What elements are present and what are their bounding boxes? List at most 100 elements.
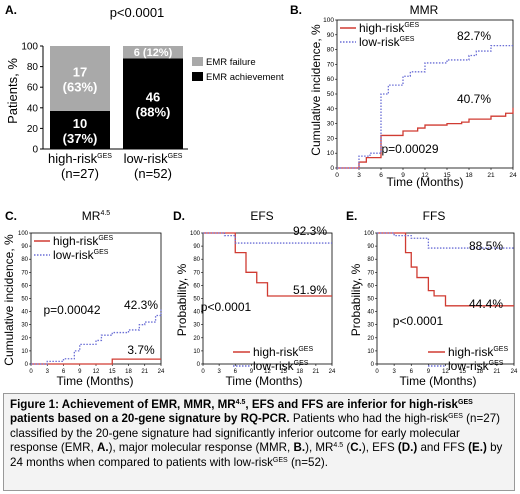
panel-e-legend-low-sup: GES bbox=[489, 360, 504, 367]
panel-c-xtick-label: 24 bbox=[158, 369, 165, 375]
panel-d-ytick-label: 10 bbox=[193, 349, 200, 355]
panel-c-letter: C. bbox=[5, 209, 17, 223]
caption-lead-1: Figure 1: Achievement of EMR, MMR, MR bbox=[10, 398, 236, 411]
panel-b-ytick-label: 50 bbox=[327, 91, 335, 98]
panel-a-legend-swatch-failure bbox=[192, 57, 203, 66]
panel-c-xtick-label: 18 bbox=[125, 369, 132, 375]
panel-b-xtick-label: 24 bbox=[509, 172, 517, 179]
panel-d-ytick-label: 70 bbox=[193, 270, 200, 276]
panel-b-letter: B. bbox=[290, 3, 302, 17]
panel-c-legend-low: low-riskGES bbox=[53, 248, 109, 262]
panel-b-legend-low: low-riskGES bbox=[359, 35, 415, 49]
caption-t8: by 24 months when compared to patients w… bbox=[10, 441, 503, 469]
panel-d-xtick-label: 0 bbox=[201, 369, 205, 375]
caption-t5: ( bbox=[343, 441, 351, 455]
panel-c-xtick-label: 0 bbox=[29, 369, 33, 375]
panel-d-xlabel: Time (Months) bbox=[226, 374, 303, 388]
caption-t3-b: B. bbox=[293, 441, 306, 455]
caption-t6: ), EFS bbox=[361, 441, 398, 455]
panel-d-low-label: 92.3% bbox=[293, 224, 327, 238]
panel-d-xtick-label: 3 bbox=[217, 369, 221, 375]
panel-a-bar-failure bbox=[50, 46, 110, 111]
panel-e-xtick-label: 3 bbox=[392, 369, 396, 375]
panel-d-ytick-label: 30 bbox=[193, 323, 200, 329]
panel-d-xtick-label: 18 bbox=[296, 369, 303, 375]
panel-c-xlabel: Time (Months) bbox=[57, 374, 134, 388]
panel-a-failure-label: 6 (12%) bbox=[134, 47, 173, 59]
panel-e-pvalue: p<0.0001 bbox=[393, 314, 444, 328]
panel-c-title: MR4.5 bbox=[82, 209, 111, 223]
panel-d-legend-high-text: high-risk bbox=[253, 345, 299, 359]
panel-b-xtick-label: 3 bbox=[357, 172, 361, 179]
panel-e-xtick-label: 0 bbox=[375, 369, 379, 375]
panel-c-high-label: 3.7% bbox=[127, 343, 155, 357]
panel-a-failure-pct: (63%) bbox=[63, 79, 98, 94]
panel-e-xtick-label: 15 bbox=[459, 369, 466, 375]
panel-a-failure-count: 17 bbox=[73, 64, 87, 79]
panel-a-ytick-label: 60 bbox=[27, 83, 39, 94]
panel-a-pvalue: p<0.0001 bbox=[110, 5, 165, 20]
panel-e-ytick-label: 40 bbox=[367, 310, 374, 316]
panel-a-ylabel: Patients, % bbox=[5, 58, 20, 124]
panel-c-ytick-label: 90 bbox=[21, 244, 28, 250]
panel-e-legend-high-sup: GES bbox=[493, 346, 508, 353]
panel-b-ytick-label: 100 bbox=[323, 17, 334, 24]
panel-a-cat-low-sup: GES bbox=[168, 153, 183, 160]
panel-e-ytick-label: 100 bbox=[364, 231, 375, 237]
panel-c-xtick-label: 6 bbox=[62, 369, 66, 375]
panel-b-legend-low-sup: GES bbox=[400, 36, 415, 43]
panel-a-bar-achievement bbox=[50, 110, 110, 149]
panel-c-ytick-label: 60 bbox=[21, 283, 28, 289]
panel-a-bar-failure bbox=[123, 46, 183, 59]
panel-e-xtick-label: 12 bbox=[442, 369, 449, 375]
panel-c-xtick-label: 9 bbox=[78, 369, 82, 375]
panel-d-series-low-risk bbox=[203, 232, 332, 244]
panel-c-pvalue: p=0.00042 bbox=[43, 303, 100, 317]
panel-b-low-label: 82.7% bbox=[457, 29, 491, 43]
panel-b-ytick-label: 30 bbox=[327, 121, 335, 128]
panel-e-chart: 0 10 20 30 40 50 60 70 80 90 100 0 3 6 9 12 15 18 21 24 bbox=[364, 231, 518, 375]
panel-e-legend-high-text: high-risk bbox=[448, 345, 494, 359]
caption-lead: Figure 1: Achievement of EMR, MMR, MR4.5… bbox=[10, 398, 473, 425]
panel-d-ytick-label: 90 bbox=[193, 244, 200, 250]
panel-b-ytick-label: 0 bbox=[330, 165, 334, 172]
panel-d-ytick-label: 20 bbox=[193, 336, 200, 342]
panel-d-high-label: 51.9% bbox=[293, 283, 327, 297]
panel-d-ytick-label: 40 bbox=[193, 310, 200, 316]
panel-b-xtick-label: 9 bbox=[401, 172, 405, 179]
panel-e-series-high-risk bbox=[377, 232, 514, 307]
panel-b-series-high-risk bbox=[337, 107, 514, 169]
caption-t1: Patients who had the high-risk bbox=[289, 412, 449, 426]
panel-e-ytick-label: 0 bbox=[371, 362, 375, 368]
panel-a-cat-low-text: low-risk bbox=[124, 151, 169, 166]
caption-t6-b: (D.) bbox=[397, 441, 418, 455]
panel-e-xtick-label: 21 bbox=[494, 369, 501, 375]
panel-e-ytick-label: 90 bbox=[367, 244, 374, 250]
panel-d-ytick-label: 100 bbox=[190, 231, 201, 237]
panel-b-series-low-risk bbox=[337, 44, 513, 169]
panel-e-low-label: 88.5% bbox=[469, 239, 503, 253]
panel-c-series-low-risk bbox=[31, 308, 162, 365]
caption-t1-sup: GES bbox=[448, 413, 463, 421]
panel-a-ytick-label: 0 bbox=[32, 145, 38, 156]
panel-e-ytick-label: 30 bbox=[367, 323, 374, 329]
panel-e-letter: E. bbox=[346, 209, 357, 223]
panel-b-ytick-label: 40 bbox=[327, 106, 335, 113]
panel-c-ytick-label: 80 bbox=[21, 257, 28, 263]
panel-b-ytick-label: 90 bbox=[327, 32, 335, 39]
panel-c-title-sup: 4.5 bbox=[100, 210, 110, 217]
panel-c-legend-low-sup: GES bbox=[94, 249, 109, 256]
panel-a-achievement-count: 46 bbox=[146, 90, 160, 105]
panel-b-ytick-label: 70 bbox=[327, 61, 335, 68]
panel-e-ytick-label: 50 bbox=[367, 297, 374, 303]
panel-c-ylabel: Cumulative incidence, % bbox=[2, 234, 16, 366]
panel-d-xtick-label: 9 bbox=[250, 369, 254, 375]
panel-e-ytick-label: 20 bbox=[367, 336, 374, 342]
panel-a-bar-achievement bbox=[123, 58, 183, 149]
panel-b-xlabel: Time (Months) bbox=[387, 175, 464, 189]
panel-d-legend-low: low-riskGES bbox=[253, 359, 309, 373]
panel-c-series-high-risk bbox=[31, 358, 161, 365]
panel-b-chart: 0 10 20 30 40 50 60 70 80 90 100 0 3 6 9 12 15 18 21 24 high… bbox=[323, 17, 517, 179]
panel-c-xtick-label: 15 bbox=[109, 369, 116, 375]
